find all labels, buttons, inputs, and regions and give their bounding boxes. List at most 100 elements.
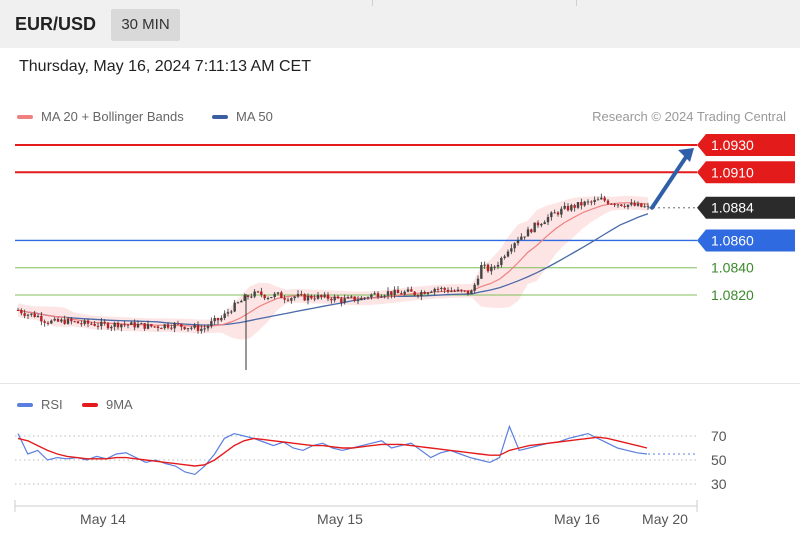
candle-body [513, 243, 516, 249]
candle-body [470, 290, 473, 294]
candle-body [616, 204, 620, 206]
candle-body [286, 299, 290, 301]
candle-body [143, 323, 146, 329]
rsi-tick-label: 30 [711, 476, 727, 492]
candle-body [450, 290, 453, 292]
candle-body [200, 328, 203, 331]
candle-body [283, 298, 286, 300]
ma50-swatch [212, 114, 228, 119]
legend-ma50-label: MA 50 [236, 109, 273, 124]
candle-body [453, 290, 456, 292]
candle-body [240, 300, 243, 303]
x-tick-label: May 15 [317, 511, 363, 527]
candle-body [603, 197, 606, 201]
candle-body [343, 298, 346, 303]
candle-body [393, 289, 396, 295]
candle-body [93, 323, 96, 326]
candle-body [273, 293, 276, 298]
candle-body [556, 212, 560, 215]
candle-body [503, 256, 506, 258]
price-tag-1.0820: 1.0820 [711, 287, 754, 303]
ma20-swatch [17, 114, 33, 119]
candle-body [96, 325, 100, 327]
candle-body [86, 320, 90, 324]
candle-body [366, 297, 370, 299]
candle-body [246, 295, 250, 297]
candle-body [390, 291, 393, 295]
candle-body [373, 293, 376, 295]
candle-body [280, 292, 283, 299]
candle-body [306, 295, 310, 301]
candle-body [490, 266, 493, 272]
candle-body [506, 251, 510, 257]
candle-body [90, 323, 93, 325]
candle-body [546, 217, 550, 223]
candle-body [553, 212, 556, 214]
candle-body [440, 287, 443, 289]
candle-body [243, 295, 246, 301]
candles [16, 193, 650, 370]
forecast-arrow-head [678, 148, 694, 162]
rsi-ma-line [17, 436, 648, 467]
candle-body [540, 224, 543, 226]
candle-body [510, 248, 513, 252]
x-tick-label: May 16 [554, 511, 600, 527]
candle-body [420, 291, 423, 297]
candle-body [483, 264, 486, 266]
rsi-line [17, 424, 648, 476]
candle-body [156, 326, 160, 329]
candle-body [153, 326, 156, 328]
candle-body [213, 318, 216, 322]
candle-body [80, 323, 83, 325]
candle-body [526, 229, 530, 237]
legend-ma50: MA 50 [212, 109, 273, 124]
price-tag-bg [697, 229, 795, 252]
candle-body [413, 291, 416, 296]
legend-rsi-label: RSI [41, 397, 63, 412]
candle-body [433, 288, 436, 292]
candle-body [176, 323, 180, 325]
candle-body [130, 322, 133, 326]
candle-body [596, 199, 600, 201]
candle-body [543, 222, 546, 225]
candle-body [436, 288, 440, 290]
candle-body [186, 328, 190, 330]
price-tag-1.0930: 1.0930 [697, 134, 795, 156]
candle-body [20, 310, 23, 314]
candle-body [40, 315, 43, 322]
legend-9ma: 9MA [82, 397, 133, 412]
candle-body [43, 321, 46, 323]
candle-body [580, 202, 583, 206]
price-tag-text: 1.0910 [711, 164, 754, 180]
candle-body [26, 314, 30, 316]
candle-body [353, 296, 356, 301]
candle-body [293, 296, 296, 299]
price-tag-1.0884: 1.0884 [697, 196, 795, 219]
candle-body [216, 318, 220, 321]
candle-body [613, 204, 616, 206]
copyright-text: Research © 2024 Trading Central [592, 109, 786, 124]
candle-body [70, 318, 73, 322]
candle-body [473, 284, 476, 291]
candle-body [16, 310, 20, 311]
candle-body [516, 239, 520, 244]
candle-body [626, 204, 630, 208]
candle-body [583, 201, 586, 206]
candle-body [456, 289, 460, 292]
candle-body [230, 311, 233, 313]
candle-body [170, 327, 173, 329]
candle-body [476, 278, 480, 285]
candle-body [600, 197, 603, 200]
candle-body [530, 229, 533, 233]
candle-body [570, 205, 573, 211]
candle-body [466, 290, 470, 294]
candle-body [60, 319, 63, 322]
timeframe-badge[interactable]: 30 MIN [111, 9, 180, 41]
candle-body [493, 266, 496, 268]
price-tag-bg [697, 161, 795, 184]
candle-body [533, 222, 536, 233]
price-tag-bg [697, 196, 795, 219]
candle-body [550, 212, 553, 218]
rsi-tick-label: 50 [711, 452, 727, 468]
